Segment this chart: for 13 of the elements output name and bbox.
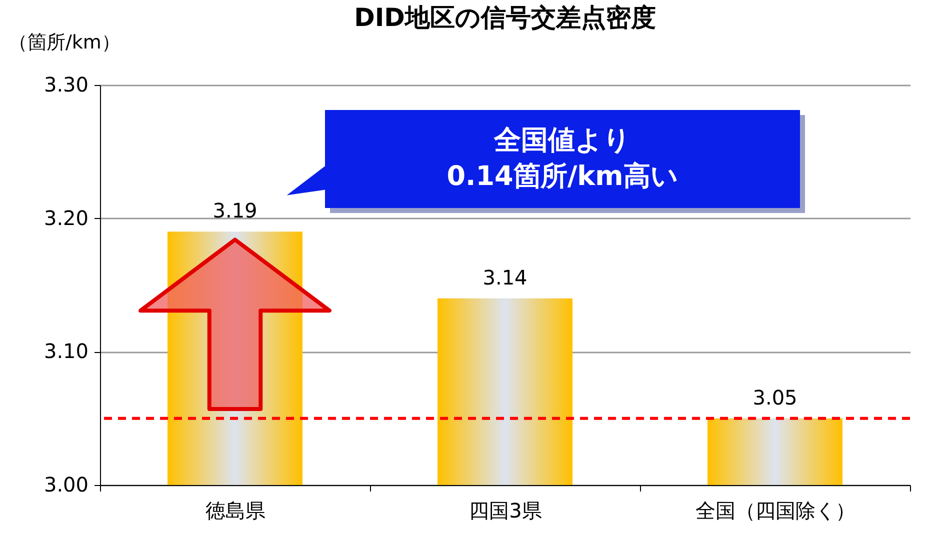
data-label: 3.19: [212, 198, 258, 223]
data-label: 3.05: [752, 385, 798, 410]
x-tick-label: 徳島県: [206, 498, 266, 522]
y-tick-label: 3.20: [44, 206, 88, 230]
data-label: 3.14: [482, 265, 528, 290]
y-axis-title: （箇所/km）: [8, 32, 120, 54]
annotation: 全国値より 0.14箇所/km高い: [325, 110, 800, 208]
y-tick-label: 3.00: [44, 472, 88, 496]
x-tick-label: 全国（四国除く）: [696, 498, 856, 522]
chart-title: DID地区の信号交差点密度: [354, 3, 656, 32]
x-tick-label: 四国3県: [469, 498, 542, 522]
y-tick-label: 3.10: [44, 339, 88, 364]
y-tick-label: 3.30: [44, 72, 88, 96]
